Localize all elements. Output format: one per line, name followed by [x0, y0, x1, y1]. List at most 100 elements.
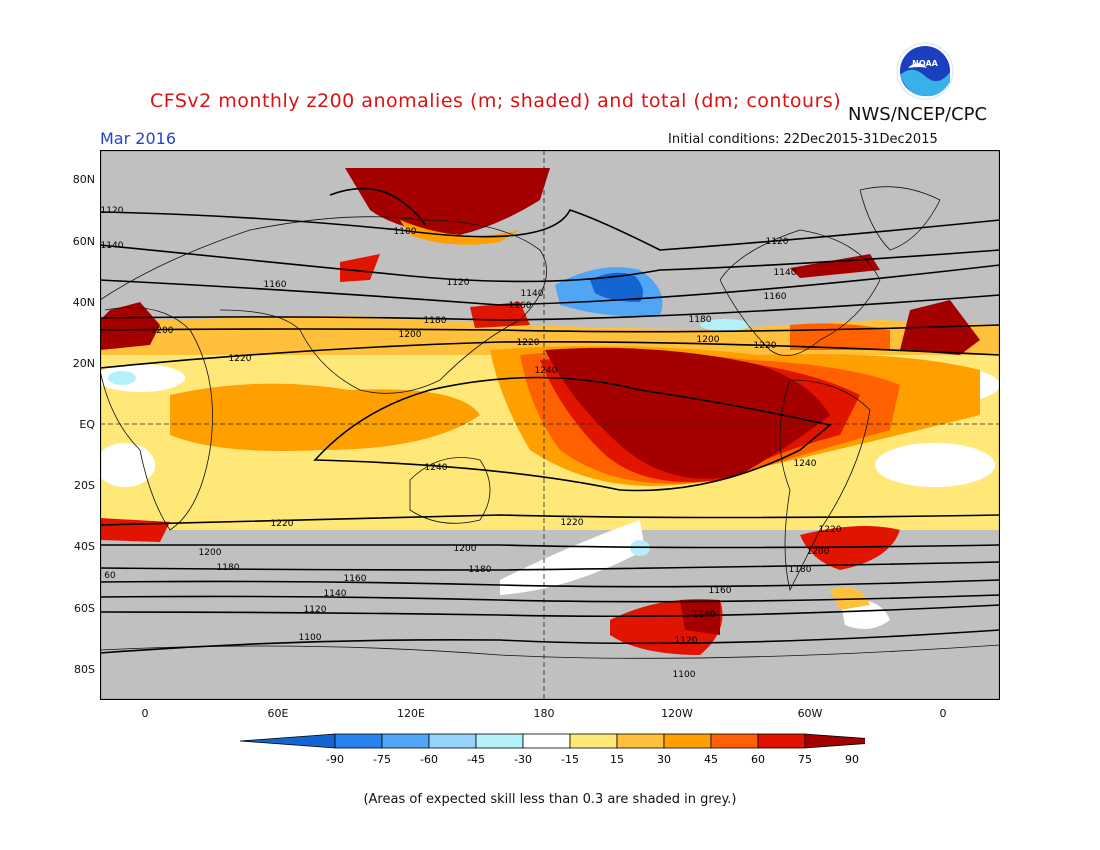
contour-label: 1180: [789, 565, 812, 575]
contour-label: 1180: [217, 563, 240, 573]
contour-label: 1240: [425, 463, 448, 473]
colorbar-tick-label: -75: [373, 753, 391, 766]
lon-label: 120E: [397, 707, 425, 720]
contour-label: 1200: [697, 335, 720, 345]
colorbar-tick-label: 45: [704, 753, 718, 766]
footnote: (Areas of expected skill less than 0.3 a…: [363, 792, 737, 807]
colorbar-tick-label: -60: [420, 753, 438, 766]
contour-label: 1140: [101, 241, 124, 251]
contour-1100-north: [329, 187, 426, 226]
contour-1160-south: [100, 579, 1000, 588]
colorbar-cell: [710, 733, 759, 749]
anomaly-white-spacific: [500, 520, 645, 595]
contour-label: 60: [104, 571, 116, 581]
initial-conditions: Initial conditions: 22Dec2015-31Dec2015: [668, 132, 938, 147]
lat-label: EQ: [79, 418, 95, 431]
lat-label: 20S: [74, 479, 95, 492]
colorbar-tick-label: -45: [467, 753, 485, 766]
contour-label: 1120: [447, 278, 470, 288]
contour-label: 1160: [709, 586, 732, 596]
anomaly-red-asia: [340, 254, 380, 282]
contour-label: 1160: [264, 280, 287, 290]
coast-eurasia: [100, 216, 547, 394]
lat-label: 40S: [74, 540, 95, 553]
contour-label: 1140: [693, 610, 716, 620]
lat-label: 40N: [72, 296, 95, 309]
contour-1100-south: [100, 629, 1000, 654]
contour-1140-south: [100, 594, 1000, 603]
contour-label: 1200: [151, 326, 174, 336]
contour-label: 1140: [324, 589, 347, 599]
anomaly-red-satlantic: [800, 526, 900, 570]
anomaly-blue-spacific: [630, 540, 650, 556]
colorbar-tick-label: -30: [514, 753, 532, 766]
contour-label: 1220: [819, 525, 842, 535]
contour-label: 1200: [199, 548, 222, 558]
contour-label: 1140: [774, 268, 797, 278]
lon-label: 0: [939, 707, 947, 720]
lon-label: 60E: [267, 707, 289, 720]
contour-1240: [313, 376, 832, 492]
anomaly-blue-nafrica: [108, 371, 136, 385]
lon-label: 180: [533, 707, 555, 720]
colorbar-cell: [569, 733, 618, 749]
contour-label: 1220: [229, 354, 252, 364]
colorbar-cell: [475, 733, 524, 749]
anomaly-red-npacific: [470, 302, 530, 328]
contour-label: 1200: [454, 544, 477, 554]
colorbar-tick-label: 15: [610, 753, 624, 766]
contour-label: 1160: [764, 292, 787, 302]
colorbar-tick-label: 30: [657, 753, 671, 766]
colorbar-cell: [804, 733, 865, 749]
contour-label: 1240: [794, 459, 817, 469]
colorbar-cell: [757, 733, 806, 749]
colorbar-tick-label: -90: [326, 753, 344, 766]
contour-label: 1200: [807, 547, 830, 557]
noaa-logo: NOAA: [896, 42, 954, 100]
contour-label: 1120: [675, 636, 698, 646]
contour-label: 1120: [766, 237, 789, 247]
contour-label: 1100: [394, 227, 417, 237]
colorbar-cell: [663, 733, 712, 749]
anomaly-darkred-arctic: [345, 168, 550, 235]
logo-text: NOAA: [912, 59, 938, 68]
contour-label: 1220: [271, 519, 294, 529]
anomaly-shading: [100, 168, 1000, 655]
lat-label: 60S: [74, 602, 95, 615]
anomaly-lightblue-epacific: [700, 319, 750, 331]
colorbar-cell: [381, 733, 430, 749]
colorbar-cell: [240, 733, 336, 749]
anomaly-orange-arctic: [400, 220, 520, 245]
contour-1220-south: [100, 514, 1000, 526]
anomaly-orange-indian: [170, 383, 480, 451]
coast-antarctica: [100, 644, 1000, 659]
contour-label: 1240: [535, 366, 558, 376]
lat-label: 80S: [74, 663, 95, 676]
contour-labels: 1100 1120 1140 1160 1120 1140 1160 1180 …: [101, 206, 842, 680]
contour-1160: [100, 264, 1000, 306]
contour-label: 1160: [509, 301, 532, 311]
lat-label: 60N: [72, 235, 95, 248]
anomaly-red-nafrica: [100, 302, 160, 350]
lat-label: 20N: [72, 357, 95, 370]
contour-1180-south: [100, 561, 1000, 571]
colorbar-ticks: -90 -75 -60 -45 -30 -15 15 30 45 60 75 90: [326, 753, 859, 766]
contour-label: 1180: [424, 316, 447, 326]
contours: [100, 187, 1000, 654]
lat-label: 80N: [72, 173, 95, 186]
contour-label: 1120: [304, 605, 327, 615]
map-plot: 1100 1120 1140 1160 1120 1140 1160 1180 …: [100, 150, 1000, 700]
contour-label: 1160: [344, 574, 367, 584]
colorbar-cell: [428, 733, 477, 749]
contour-label: 1220: [561, 518, 584, 528]
coast-greenland: [859, 186, 941, 251]
coast-africa: [100, 307, 213, 531]
forecast-month: Mar 2016: [100, 129, 176, 148]
colorbar-tick-label: 90: [845, 753, 859, 766]
contour-1140: [100, 244, 1000, 283]
contour-1180: [100, 294, 1000, 321]
lon-label: 0: [141, 707, 149, 720]
colorbar-cells: [240, 733, 865, 749]
lon-label: 60W: [797, 707, 823, 720]
anomaly-darkred-antarctic: [680, 600, 720, 635]
